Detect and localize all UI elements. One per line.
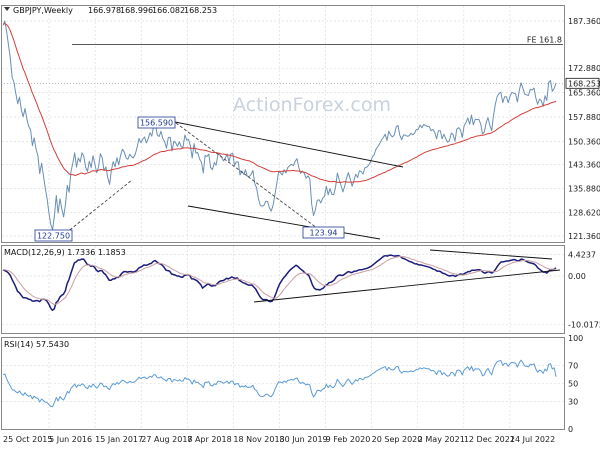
fe-level-label: FE 161.8 bbox=[527, 35, 562, 44]
grid-layer bbox=[2, 6, 564, 429]
x-tick-label: 20 Sep 2020 bbox=[372, 435, 423, 444]
rsi-panel-frame bbox=[1, 337, 565, 430]
y-tick-label: 172.880 bbox=[568, 64, 600, 73]
high-label: 156.590 bbox=[140, 119, 173, 128]
ohlc-close: 168.253 bbox=[184, 6, 217, 15]
macd-title: MACD(12,26,9) 1.7336 1.1853 bbox=[4, 248, 126, 257]
x-tick-label: 9 Feb 2020 bbox=[326, 435, 371, 444]
y-tick-label: 100 bbox=[568, 334, 583, 343]
low-label-box-2 bbox=[302, 226, 345, 239]
x-tick-label: 24 Jul 2022 bbox=[510, 435, 555, 444]
x-tick-label: 18 Nov 2018 bbox=[233, 435, 284, 444]
series-line-0-1 bbox=[2, 23, 557, 183]
y-tick-label: 143.360 bbox=[568, 160, 600, 169]
y-axis-labels: 187.360 172.880 165.360 157.880 150.360 143.3… bbox=[568, 17, 600, 434]
y-tick-label: 50 bbox=[568, 380, 578, 389]
watermark: ActionForex.com bbox=[233, 94, 391, 116]
x-tick-label: 25 Oct 2015 bbox=[3, 435, 52, 444]
y-tick-label: 0 bbox=[568, 425, 573, 434]
y-tick-label: 70 bbox=[568, 361, 578, 370]
macd-panel-frame bbox=[1, 245, 565, 334]
y-tick-label: 4.4237 bbox=[568, 251, 596, 260]
y-tick-label: 30 bbox=[568, 398, 578, 407]
x-tick-label: 27 Aug 2017 bbox=[141, 435, 192, 444]
y-tick-label: 187.360 bbox=[568, 17, 600, 26]
y-tick-label: 128.620 bbox=[568, 208, 600, 217]
channel-upper-trendline bbox=[174, 121, 404, 168]
low-label-1: 122.750 bbox=[37, 232, 70, 241]
series-line-2-0 bbox=[2, 359, 557, 408]
low-label-box-1 bbox=[34, 229, 73, 242]
high-label-box bbox=[137, 116, 176, 129]
y-tick-label: 121.360 bbox=[568, 232, 600, 241]
series-line-1-1 bbox=[3, 256, 556, 305]
series-line-1-0 bbox=[2, 254, 557, 312]
series-line-0-0 bbox=[2, 20, 557, 231]
x-tick-label: 12 Dec 2021 bbox=[464, 435, 515, 444]
y-tick-label: 0.00 bbox=[568, 272, 586, 281]
rsi-title: RSI(14) 57.5430 bbox=[4, 340, 69, 349]
panel-collapse-icon[interactable] bbox=[4, 7, 10, 11]
rise-trendline-dashed bbox=[65, 179, 133, 234]
channel-lower-trendline bbox=[187, 205, 381, 240]
symbol-title: GBPJPY,Weekly bbox=[13, 6, 73, 15]
y-tick-label: 150.360 bbox=[568, 138, 600, 147]
low-label-2: 123.94 bbox=[310, 229, 338, 238]
ohlc-high: 168.996 bbox=[120, 6, 153, 15]
ohlc-open: 166.978 bbox=[88, 6, 121, 15]
macd-resistance-trendline bbox=[429, 249, 553, 260]
x-tick-label: 5 Jun 2016 bbox=[49, 435, 92, 444]
ohlc-low: 166.082 bbox=[152, 6, 185, 15]
macd-support-trendline bbox=[253, 269, 561, 303]
y-tick-label: 165.360 bbox=[568, 89, 600, 98]
y-tick-label: 157.880 bbox=[568, 113, 600, 122]
x-tick-label: 15 Jan 2017 bbox=[95, 435, 143, 444]
current-price-label: 168.253 bbox=[568, 79, 600, 88]
price-panel-header: GBPJPY,Weekly 166.978 168.996 166.082 16… bbox=[4, 6, 217, 15]
fall-trendline-dashed bbox=[175, 122, 326, 235]
x-tick-label: 30 Jun 2019 bbox=[280, 435, 328, 444]
series-layer bbox=[2, 20, 557, 408]
price-panel-frame bbox=[1, 5, 565, 243]
x-tick-label: 8 Apr 2018 bbox=[187, 435, 231, 444]
current-price-tag bbox=[565, 77, 600, 89]
y-tick-label: 135.880 bbox=[568, 185, 600, 194]
x-tick-label: 2 May 2021 bbox=[418, 435, 465, 444]
